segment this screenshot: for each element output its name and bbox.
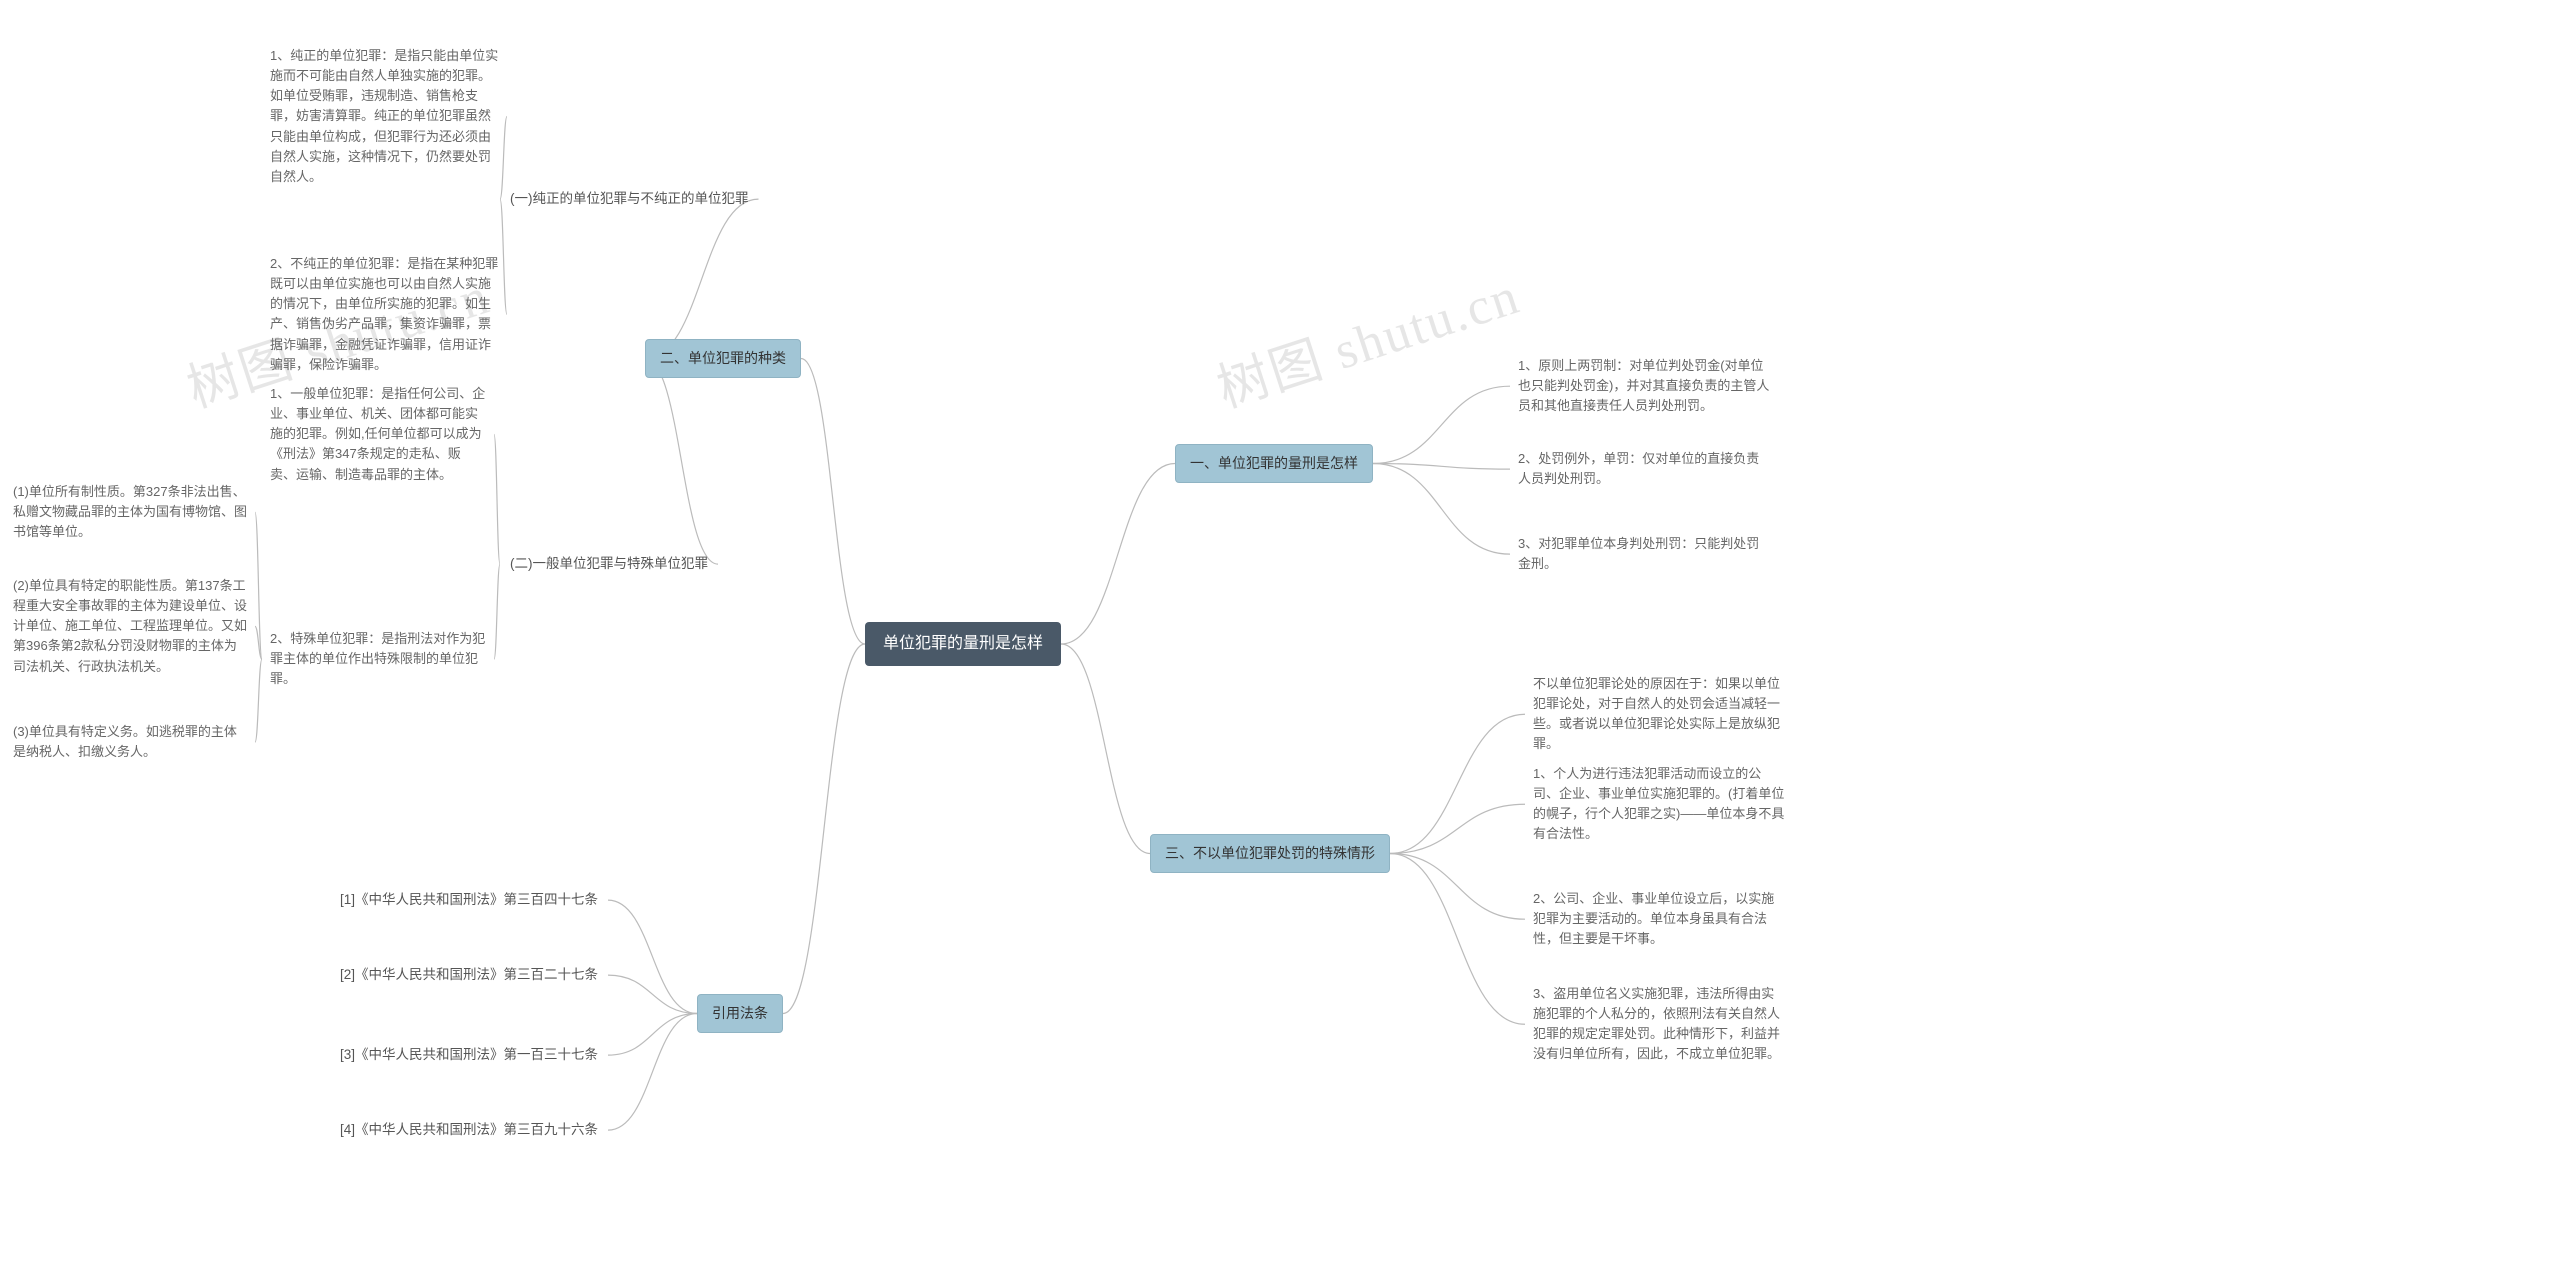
leaf-general-1: 1、一般单位犯罪：是指任何公司、企业、事业单位、机关、团体都可能实施的犯罪。例如… — [262, 380, 494, 489]
subleaf-special-3: (3)单位具有特定义务。如逃税罪的主体是纳税人、扣缴义务人。 — [5, 718, 255, 766]
sub-type-pure: (一)纯正的单位犯罪与不纯正的单位犯罪 — [500, 183, 759, 215]
watermark-right: 树图 shutu.cn — [1206, 253, 1528, 421]
branch-citations: 引用法条 — [697, 994, 783, 1033]
citation-2: [2]《中华人民共和国刑法》第三百二十七条 — [330, 959, 608, 991]
citation-1: [1]《中华人民共和国刑法》第三百四十七条 — [330, 884, 608, 916]
leaf-general-2: 2、特殊单位犯罪：是指刑法对作为犯罪主体的单位作出特殊限制的单位犯罪。 — [262, 625, 494, 693]
root-node: 单位犯罪的量刑是怎样 — [865, 622, 1061, 666]
branch-types: 二、单位犯罪的种类 — [645, 339, 801, 378]
sub-type-general: (二)一般单位犯罪与特殊单位犯罪 — [500, 548, 718, 580]
citation-4: [4]《中华人民共和国刑法》第三百九十六条 — [330, 1114, 608, 1146]
citation-3: [3]《中华人民共和国刑法》第一百三十七条 — [330, 1039, 608, 1071]
leaf-pure-1: 1、纯正的单位犯罪：是指只能由单位实施而不可能由自然人单独实施的犯罪。如单位受贿… — [262, 42, 507, 191]
subleaf-special-2: (2)单位具有特定的职能性质。第137条工程重大安全事故罪的主体为建设单位、设计… — [5, 572, 255, 681]
leaf-sentencing-1: 1、原则上两罚制：对单位判处罚金(对单位也只能判处罚金)，并对其直接负责的主管人… — [1510, 352, 1780, 420]
leaf-special-0: 不以单位犯罪论处的原因在于：如果以单位犯罪论处，对于自然人的处罚会适当减轻一些。… — [1525, 670, 1795, 759]
branch-special-cases: 三、不以单位犯罪处罚的特殊情形 — [1150, 834, 1390, 873]
subleaf-special-1: (1)单位所有制性质。第327条非法出售、私赠文物藏品罪的主体为国有博物馆、图书… — [5, 478, 255, 546]
leaf-sentencing-2: 2、处罚例外，单罚：仅对单位的直接负责人员判处刑罚。 — [1510, 445, 1780, 493]
leaf-sentencing-3: 3、对犯罪单位本身判处刑罚：只能判处罚金刑。 — [1510, 530, 1780, 578]
leaf-special-3: 3、盗用单位名义实施犯罪，违法所得由实施犯罪的个人私分的，依照刑法有关自然人犯罪… — [1525, 980, 1795, 1069]
branch-sentencing: 一、单位犯罪的量刑是怎样 — [1175, 444, 1373, 483]
leaf-pure-2: 2、不纯正的单位犯罪：是指在某种犯罪既可以由单位实施也可以由自然人实施的情况下，… — [262, 250, 507, 379]
leaf-special-2: 2、公司、企业、事业单位设立后，以实施犯罪为主要活动的。单位本身虽具有合法性，但… — [1525, 885, 1795, 953]
leaf-special-1: 1、个人为进行违法犯罪活动而设立的公司、企业、事业单位实施犯罪的。(打着单位的幌… — [1525, 760, 1795, 849]
